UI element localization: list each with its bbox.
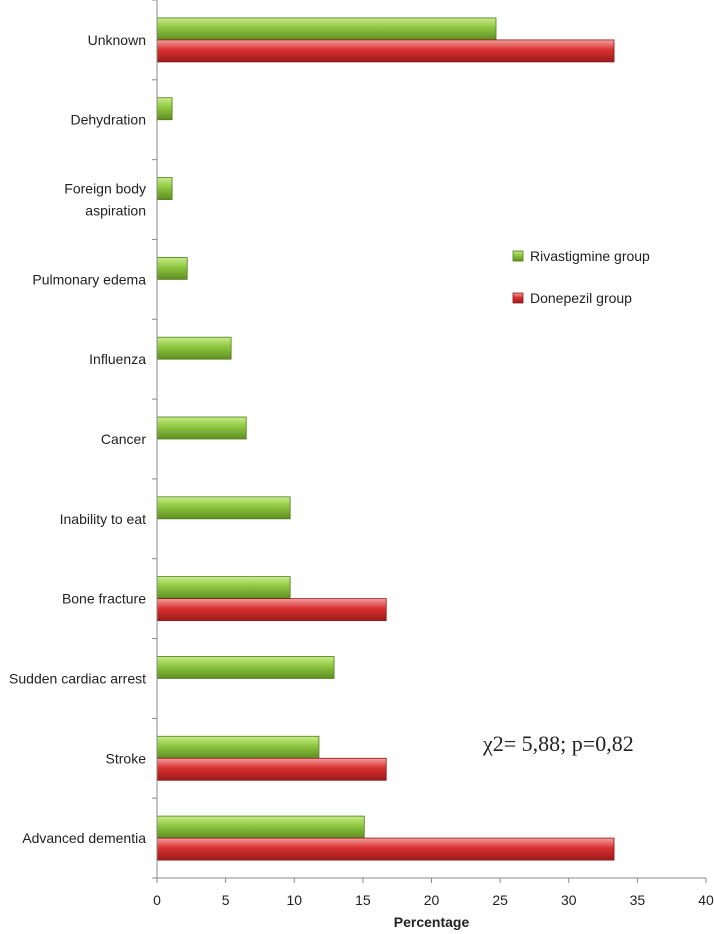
- bar-rivastigmine-group-dehydration: [156, 97, 173, 121]
- bar-donepezil-group-advanced-dementia: [156, 837, 615, 861]
- category-label-inability-to-eat: Inability to eat: [60, 511, 146, 527]
- bar-donepezil-group-unknown: [156, 39, 615, 63]
- category-label-advanced-dementia: Advanced dementia: [22, 830, 146, 846]
- x-tick-label: 0: [153, 892, 161, 908]
- bar-rivastigmine-group-unknown: [156, 17, 497, 41]
- category-label-dehydration: Dehydration: [71, 112, 147, 128]
- category-label-influenza: Influenza: [89, 351, 146, 367]
- x-tick-label: 10: [286, 892, 302, 908]
- chi-square-annotation: χ2= 5,88; p=0,82: [482, 731, 634, 756]
- legend-label-donepezil-group: Donepezil group: [530, 290, 632, 306]
- legend-swatch-rivastigmine-group: [512, 250, 524, 262]
- x-tick-label: 30: [561, 892, 577, 908]
- legend-label-rivastigmine-group: Rivastigmine group: [530, 248, 650, 264]
- category-label-unknown: Unknown: [88, 32, 146, 48]
- x-tick-label: 5: [222, 892, 230, 908]
- bar-rivastigmine-group-pulmonary-edema: [156, 256, 188, 280]
- bar-rivastigmine-group-foreign-body-aspiration: [156, 177, 173, 200]
- x-tick-label: 40: [698, 892, 714, 908]
- bar-rivastigmine-group-advanced-dementia: [156, 815, 365, 839]
- category-label-bone-fracture: Bone fracture: [62, 591, 146, 607]
- bar-rivastigmine-group-inability-to-eat: [156, 496, 291, 520]
- x-tick-label: 15: [355, 892, 371, 908]
- bar-rivastigmine-group-bone-fracture: [156, 576, 291, 600]
- x-tick-label: 35: [630, 892, 646, 908]
- bar-rivastigmine-group-cancer: [156, 416, 247, 440]
- bar-donepezil-group-stroke: [156, 757, 387, 781]
- bar-donepezil-group-bone-fracture: [156, 598, 387, 622]
- bar-rivastigmine-group-sudden-cardiac-arrest: [156, 656, 335, 679]
- x-axis-title: Percentage: [394, 914, 470, 930]
- x-tick-label: 20: [424, 892, 440, 908]
- category-label-sudden-cardiac-arrest: Sudden cardiac arrest: [9, 670, 146, 686]
- x-tick-label: 25: [492, 892, 508, 908]
- category-label-foreign-body-aspiration: Foreign body aspiration: [64, 181, 146, 219]
- category-label-cancer: Cancer: [101, 431, 146, 447]
- category-label-stroke: Stroke: [106, 750, 147, 766]
- legend-swatch-donepezil-group: [512, 292, 524, 304]
- bar-rivastigmine-group-stroke: [156, 735, 320, 759]
- bar-rivastigmine-group-influenza: [156, 336, 232, 360]
- category-label-pulmonary-edema: Pulmonary edema: [32, 271, 146, 287]
